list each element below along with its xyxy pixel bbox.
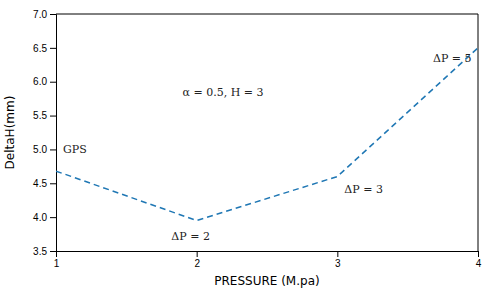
y-axis-tick-label: 6.5 [33,43,47,54]
annotation: ΔP = 3 [344,183,383,196]
y-axis-line [50,15,57,252]
x-axis-tick: 2 [194,251,200,269]
y-axis-tick-label: 6.0 [33,76,47,87]
x-axis-tick: 3 [335,251,341,269]
y-axis-tick-mark [50,251,56,252]
annotations: α = 0.5, H = 3 GPS ΔP = 2 ΔP = 3 ΔP = 5 [63,52,472,243]
x-axis-tick: 4 [476,251,482,269]
y-axis-tick: 3.5 [33,246,56,257]
x-axis-title: PRESSURE (M.pa) [214,274,319,288]
marks [56,48,478,221]
y-axis-tick-mark [50,183,56,184]
y-axis-tick-label: 5.0 [33,144,47,155]
y-axis-tick: 5.0 [33,144,56,155]
x-axis-tick-label: 3 [335,258,341,269]
y-axis-tick-label: 4.0 [33,212,47,223]
y-axis-tick: 4.0 [33,212,56,223]
x-axis-tick-label: 1 [54,258,60,269]
y-axis-tick: 4.5 [33,178,56,189]
annotation: ΔP = 2 [171,230,210,243]
y-axis-tick-mark [50,48,56,49]
x-axis-tick-mark [337,251,338,257]
x-axis-line [57,252,479,258]
annotation: ΔP = 5 [433,52,472,65]
y-axis-tick-mark [50,82,56,83]
frame-top [56,14,478,15]
plot-area: 1 2 3 4 3.5 4.0 4.5 5.0 5.5 6.0 6.5 7.0 α = 0.5, H =… [33,9,482,269]
x-axis-tick-label: 4 [476,258,482,269]
y-axis-tick-mark [50,149,56,150]
x-axis-tick-label: 2 [194,258,200,269]
y-axis-tick: 6.5 [33,43,56,54]
x-axis-tick-mark [478,251,479,257]
y-axis: 3.5 4.0 4.5 5.0 5.5 6.0 6.5 7.0 [33,9,56,257]
y-axis-tick-mark [50,217,56,218]
y-axis-tick: 7.0 [33,9,56,20]
annotation: α = 0.5, H = 3 [183,86,264,99]
x-axis: 1 2 3 4 [54,251,482,269]
y-axis-tick: 6.0 [33,76,56,87]
frame-right [478,14,479,251]
line [56,48,478,221]
y-axis-title: DeltaH(mm) [3,96,17,170]
y-axis-tick-mark [50,116,56,117]
y-axis-tick-mark [50,14,56,15]
y-axis-tick-label: 5.5 [33,110,47,121]
annotation: GPS [63,143,87,156]
y-axis-tick-label: 3.5 [33,246,47,257]
chart: 1 2 3 4 3.5 4.0 4.5 5.0 5.5 6.0 6.5 7.0 α = 0.5, H =… [0,0,500,293]
y-axis-tick: 5.5 [33,110,56,121]
y-axis-tick-label: 4.5 [33,178,47,189]
x-axis-tick: 1 [54,251,60,269]
y-axis-tick-label: 7.0 [33,9,47,20]
x-axis-tick-mark [197,251,198,257]
